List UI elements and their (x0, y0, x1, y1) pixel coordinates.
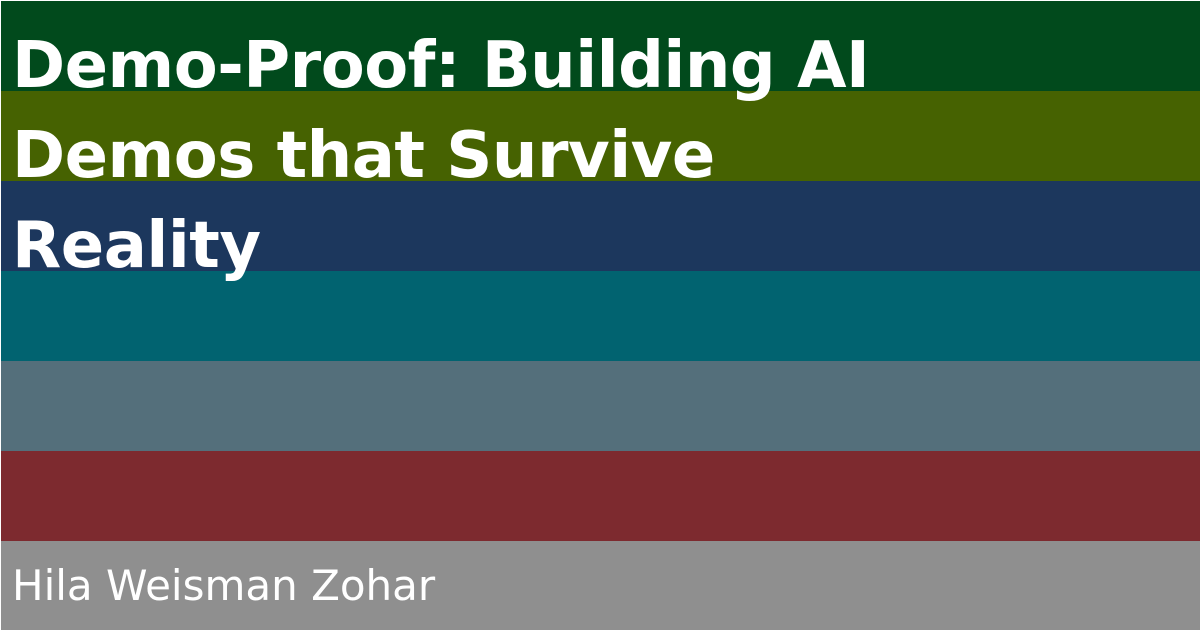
stripe-olive-green (1, 91, 1200, 181)
stripe-navy-blue (1, 181, 1200, 271)
talk-title: Demo-Proof: Building AI Demos that Survi… (12, 21, 1162, 291)
title-line-3: Reality (12, 209, 261, 283)
author-name: Hila Weisman Zohar (12, 561, 436, 610)
stripe-maroon (1, 451, 1200, 541)
title-line-1: Demo-Proof: Building AI (12, 29, 870, 103)
stripe-teal (1, 271, 1200, 361)
title-line-2: Demos that Survive (12, 119, 715, 193)
stripe-dark-green (1, 1, 1200, 91)
stripe-gray (1, 541, 1200, 630)
stripe-slate-gray (1, 361, 1200, 451)
